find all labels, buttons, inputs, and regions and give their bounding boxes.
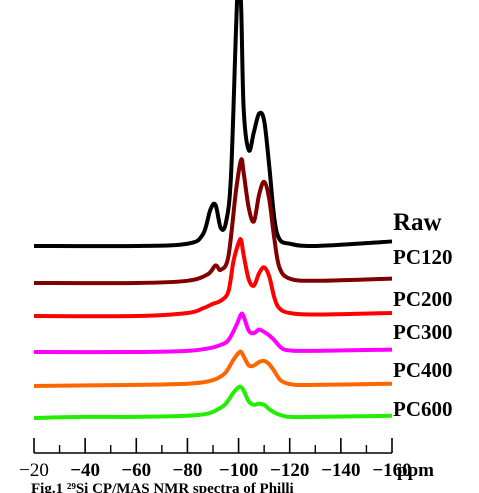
series-line-pc400	[33, 349, 393, 388]
x-tick-label: −60	[121, 460, 151, 481]
series-label-pc300: PC300	[393, 320, 453, 344]
x-tick-label: −80	[173, 460, 203, 481]
x-tick-label: −40	[70, 460, 100, 481]
series-label-pc400: PC400	[393, 358, 453, 382]
x-tick-label: −20	[19, 460, 49, 481]
x-axis-unit: ppm	[397, 460, 434, 481]
series-line-raw	[33, 0, 393, 249]
x-tick-label: −160	[372, 460, 411, 481]
figure-caption: Fig.1 ²⁹Si CP/MAS NMR spectra of Philli	[31, 482, 294, 493]
series-label-pc120: PC120	[393, 245, 453, 269]
series-line-pc120	[33, 157, 393, 286]
x-tick-label: −100	[219, 460, 258, 481]
series-line-pc200	[33, 237, 393, 319]
series-label-pc600: PC600	[393, 397, 453, 421]
x-tick-label: −120	[270, 460, 309, 481]
x-tick-label: −140	[321, 460, 360, 481]
series-label-raw: Raw	[393, 209, 442, 236]
series-line-pc600	[33, 384, 393, 420]
series-line-pc300	[33, 311, 393, 355]
series-labels: Raw PC120 PC200 PC300 PC400 PC600	[393, 209, 453, 421]
spectra-traces	[33, 0, 393, 420]
series-label-pc200: PC200	[393, 287, 453, 311]
